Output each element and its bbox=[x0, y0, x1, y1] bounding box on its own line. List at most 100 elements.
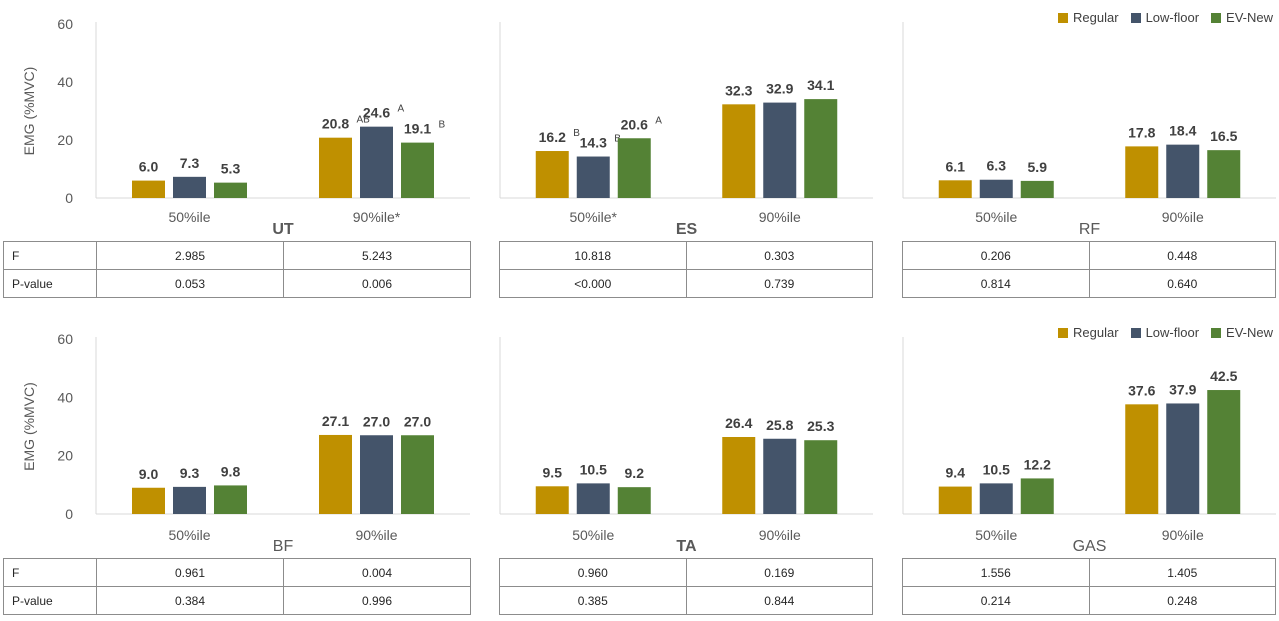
chart-title: TA bbox=[676, 538, 697, 555]
data-label: 10.5 bbox=[580, 461, 607, 477]
bar-regular bbox=[132, 487, 165, 514]
y-tick-label: 40 bbox=[57, 389, 73, 405]
significance-letter: A bbox=[655, 115, 662, 126]
bar-low-floor bbox=[979, 179, 1013, 198]
stats-value: 0.303 bbox=[685, 241, 873, 270]
significance-letter: A bbox=[398, 104, 405, 115]
data-label: 7.3 bbox=[180, 155, 200, 171]
chart-title: RF bbox=[1079, 221, 1101, 238]
data-label: 42.5 bbox=[1210, 368, 1237, 384]
stats-row-label: F bbox=[3, 241, 97, 270]
y-tick-label: 0 bbox=[65, 190, 73, 206]
bar-ev-new bbox=[1020, 478, 1054, 514]
stats-value: 0.214 bbox=[902, 586, 1090, 615]
legend-swatch bbox=[1058, 12, 1069, 23]
data-label: 34.1 bbox=[807, 77, 834, 93]
bar-regular bbox=[1125, 146, 1159, 198]
data-label: 20.8 bbox=[322, 116, 349, 132]
y-tick-label: 0 bbox=[65, 506, 73, 522]
legend-item: Regular bbox=[1058, 10, 1119, 25]
stats-row: 0.206 0.448 bbox=[902, 241, 1276, 270]
stats-row-label: F bbox=[3, 558, 97, 587]
data-label: 10.5 bbox=[983, 461, 1010, 477]
data-label: 5.9 bbox=[1028, 159, 1048, 175]
legend-item: EV-New bbox=[1211, 10, 1273, 25]
x-category-label: 90%ile bbox=[1162, 527, 1204, 543]
legend-swatch bbox=[1130, 327, 1141, 338]
stats-value: 0.053 bbox=[96, 269, 284, 298]
bar-ev-new bbox=[617, 138, 651, 198]
data-label: 37.6 bbox=[1128, 382, 1155, 398]
legend-label: Regular bbox=[1073, 325, 1119, 340]
bar-low-floor bbox=[763, 438, 797, 514]
stats-value: <0.000 bbox=[499, 269, 687, 298]
stats-row: 1.556 1.405 bbox=[902, 558, 1276, 587]
legend-label: EV-New bbox=[1226, 10, 1273, 25]
stats-value: 1.405 bbox=[1088, 558, 1276, 587]
data-label: 9.2 bbox=[625, 465, 645, 481]
significance-letter: AB bbox=[357, 115, 371, 126]
data-label: 16.5 bbox=[1210, 128, 1237, 144]
bar-ev-new bbox=[1020, 180, 1054, 198]
stats-value: 0.814 bbox=[902, 269, 1090, 298]
bar-regular bbox=[319, 434, 352, 514]
x-category-label: 90%ile bbox=[1162, 209, 1204, 225]
stats-value: 0.996 bbox=[283, 586, 471, 615]
stats-table-ta: 0.960 0.169 0.385 0.844 bbox=[499, 558, 873, 615]
stats-value: 0.248 bbox=[1088, 586, 1276, 615]
stats-row: 10.818 0.303 bbox=[499, 241, 873, 270]
data-label: 16.2 bbox=[539, 129, 566, 145]
data-label: 26.4 bbox=[725, 415, 752, 431]
stats-row-label: P-value bbox=[3, 269, 97, 298]
legend-item: Regular bbox=[1058, 325, 1119, 340]
chart-title: GAS bbox=[1073, 538, 1107, 555]
chart-bf: 0 20 40 60 9.0 9.3 9.8 50%ile 27.1 27.0 27.0 90%ile… bbox=[57, 331, 470, 555]
stats-value: 2.985 bbox=[96, 241, 284, 270]
x-category-label: 50%ile bbox=[168, 209, 210, 225]
data-label: 27.0 bbox=[363, 413, 390, 429]
data-label: 5.3 bbox=[221, 161, 241, 177]
legend-swatch bbox=[1211, 12, 1222, 23]
data-label: 24.6 bbox=[363, 105, 390, 121]
legend-label: Low-floor bbox=[1145, 10, 1200, 25]
stats-table-ut: F 2.985 5.243 P-value 0.053 0.006 bbox=[3, 241, 471, 298]
bar-low-floor bbox=[360, 435, 393, 514]
bar-low-floor bbox=[1166, 144, 1200, 198]
legend-swatch bbox=[1130, 12, 1141, 23]
data-label: 9.8 bbox=[221, 463, 241, 479]
bar-low-floor bbox=[173, 486, 206, 514]
data-label: 37.9 bbox=[1169, 381, 1196, 397]
data-label: 19.1 bbox=[404, 121, 431, 137]
data-label: 32.9 bbox=[766, 81, 793, 97]
chart-gas: 9.4 10.5 12.2 50%ile 37.6 37.9 42.5 90%ile GAS bbox=[902, 337, 1276, 555]
stats-value: 0.448 bbox=[1088, 241, 1276, 270]
bar-regular bbox=[722, 437, 756, 514]
data-label: 9.3 bbox=[180, 465, 200, 481]
significance-letter: B bbox=[573, 128, 580, 139]
bar-regular bbox=[722, 104, 756, 198]
stats-value: 10.818 bbox=[499, 241, 687, 270]
bar-regular bbox=[535, 151, 569, 198]
data-label: 32.3 bbox=[725, 82, 752, 98]
bar-low-floor bbox=[173, 176, 206, 198]
stats-value: 0.006 bbox=[283, 269, 471, 298]
legend-label: Regular bbox=[1073, 10, 1119, 25]
stats-value: 0.384 bbox=[96, 586, 284, 615]
legend: Regular Low-floor EV-New bbox=[1046, 325, 1273, 340]
stats-value: 0.960 bbox=[499, 558, 687, 587]
stats-value: 0.206 bbox=[902, 241, 1090, 270]
bar-low-floor bbox=[360, 126, 393, 198]
data-label: 17.8 bbox=[1128, 124, 1155, 140]
legend-label: Low-floor bbox=[1145, 325, 1200, 340]
chart-title: BF bbox=[273, 538, 294, 555]
bar-regular bbox=[938, 180, 972, 198]
data-label: 25.3 bbox=[807, 418, 834, 434]
stats-value: 0.961 bbox=[96, 558, 284, 587]
bar-ev-new bbox=[401, 142, 434, 198]
x-category-label: 90%ile bbox=[355, 527, 397, 543]
stats-value: 0.169 bbox=[685, 558, 873, 587]
y-tick-label: 60 bbox=[57, 16, 73, 32]
legend: Regular Low-floor EV-New bbox=[1046, 10, 1273, 25]
stats-row: P-value 0.384 0.996 bbox=[3, 586, 471, 615]
